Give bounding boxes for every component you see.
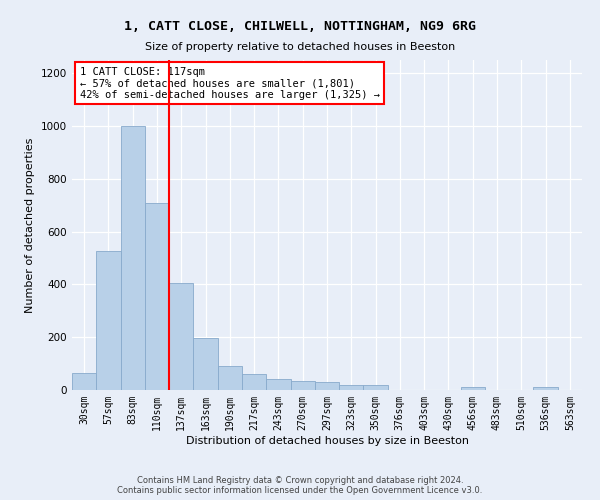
Bar bbox=[96, 252, 121, 390]
Bar bbox=[169, 283, 193, 390]
Bar bbox=[145, 202, 169, 390]
Bar bbox=[533, 386, 558, 390]
Text: 1, CATT CLOSE, CHILWELL, NOTTINGHAM, NG9 6RG: 1, CATT CLOSE, CHILWELL, NOTTINGHAM, NG9… bbox=[124, 20, 476, 33]
Bar bbox=[121, 126, 145, 390]
Bar bbox=[266, 379, 290, 390]
Bar bbox=[315, 382, 339, 390]
Bar bbox=[461, 386, 485, 390]
Text: Contains HM Land Registry data © Crown copyright and database right 2024.
Contai: Contains HM Land Registry data © Crown c… bbox=[118, 476, 482, 495]
Bar bbox=[339, 385, 364, 390]
Bar bbox=[72, 373, 96, 390]
Text: 1 CATT CLOSE: 117sqm
← 57% of detached houses are smaller (1,801)
42% of semi-de: 1 CATT CLOSE: 117sqm ← 57% of detached h… bbox=[80, 66, 380, 100]
Bar bbox=[242, 374, 266, 390]
X-axis label: Distribution of detached houses by size in Beeston: Distribution of detached houses by size … bbox=[185, 436, 469, 446]
Bar bbox=[364, 385, 388, 390]
Y-axis label: Number of detached properties: Number of detached properties bbox=[25, 138, 35, 312]
Text: Size of property relative to detached houses in Beeston: Size of property relative to detached ho… bbox=[145, 42, 455, 52]
Bar bbox=[290, 382, 315, 390]
Bar bbox=[193, 338, 218, 390]
Bar bbox=[218, 366, 242, 390]
